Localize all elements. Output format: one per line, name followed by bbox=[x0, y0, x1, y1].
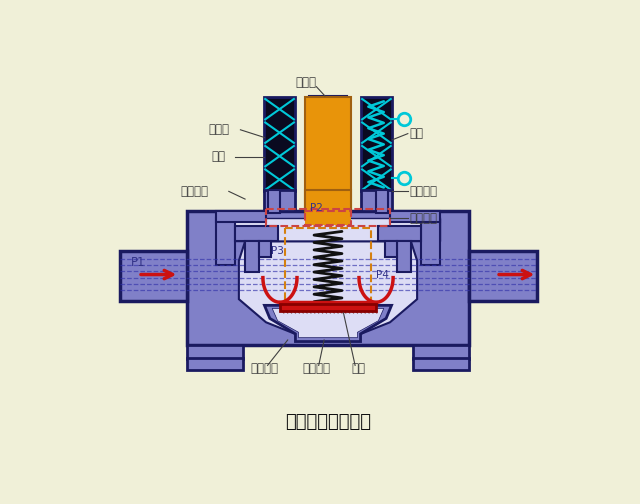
Text: 平衡孔道: 平衡孔道 bbox=[180, 185, 209, 198]
Text: 泄压孔道: 泄压孔道 bbox=[410, 212, 437, 225]
Bar bbox=[187, 358, 243, 370]
Bar bbox=[308, 96, 348, 110]
Bar bbox=[360, 190, 392, 211]
Text: 导阀阀座: 导阀阀座 bbox=[410, 185, 437, 198]
Bar bbox=[120, 251, 187, 301]
Bar bbox=[268, 190, 280, 213]
Text: 主阀阀座: 主阀阀座 bbox=[250, 362, 278, 375]
Bar bbox=[266, 209, 390, 226]
Bar bbox=[187, 345, 243, 359]
Bar bbox=[360, 97, 392, 192]
Bar bbox=[305, 211, 351, 225]
Bar bbox=[376, 190, 388, 213]
Bar bbox=[413, 345, 469, 359]
Bar bbox=[264, 97, 296, 192]
Text: P4: P4 bbox=[376, 270, 389, 280]
Bar bbox=[390, 211, 440, 222]
Text: 定铁心: 定铁心 bbox=[295, 76, 316, 89]
Text: 线圈: 线圈 bbox=[212, 150, 226, 163]
Polygon shape bbox=[272, 308, 384, 338]
Text: 膜片: 膜片 bbox=[351, 362, 365, 375]
Bar bbox=[285, 228, 371, 305]
Text: 弹簧: 弹簧 bbox=[410, 127, 424, 140]
Bar bbox=[259, 241, 271, 257]
Bar bbox=[421, 218, 440, 265]
Text: P3: P3 bbox=[271, 246, 284, 257]
Bar bbox=[216, 211, 266, 222]
Bar bbox=[187, 211, 469, 345]
Bar bbox=[469, 251, 537, 301]
Bar bbox=[305, 190, 351, 213]
Bar bbox=[385, 241, 397, 257]
Bar bbox=[216, 218, 440, 241]
Bar bbox=[378, 226, 421, 241]
Bar bbox=[305, 97, 351, 211]
Bar bbox=[245, 241, 259, 272]
Text: 主阀阀芯: 主阀阀芯 bbox=[303, 362, 330, 375]
Bar bbox=[280, 304, 376, 311]
Bar bbox=[413, 358, 469, 370]
Text: P2: P2 bbox=[310, 203, 323, 213]
Bar bbox=[264, 190, 296, 211]
Polygon shape bbox=[264, 305, 392, 342]
Text: 动铁心: 动铁心 bbox=[209, 123, 230, 136]
Text: P1: P1 bbox=[131, 256, 146, 269]
Bar bbox=[397, 241, 411, 272]
Bar bbox=[216, 218, 235, 265]
Bar bbox=[235, 226, 278, 241]
Polygon shape bbox=[239, 241, 417, 336]
Text: 管道联系式电磁阀: 管道联系式电磁阀 bbox=[285, 413, 371, 431]
